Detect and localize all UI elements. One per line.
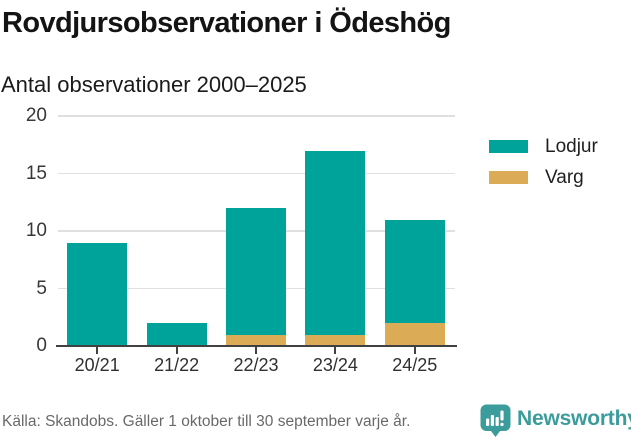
legend: Lodjur Varg <box>489 137 598 187</box>
legend-swatch-lodjur <box>489 139 528 154</box>
legend-label-lodjur: Lodjur <box>545 136 598 157</box>
gridline <box>57 115 455 117</box>
legend-label-varg: Varg <box>545 167 584 188</box>
bar-segment-lodjur-22-23 <box>226 208 286 335</box>
bar-segment-lodjur-23-24 <box>305 150 366 335</box>
chart-title: Rovdjursobservationer i Ödeshög <box>2 7 451 39</box>
x-tick-label: 20/21 <box>74 355 120 375</box>
newsworthy-logo-icon <box>480 404 511 437</box>
legend-item-lodjur: Lodjur <box>489 137 598 156</box>
y-tick-label: 5 <box>36 277 47 299</box>
newsworthy-brand: Newsworthy <box>480 404 631 437</box>
x-tick <box>175 347 178 354</box>
plot-area <box>57 115 455 346</box>
x-tick-label: 23/24 <box>312 355 358 375</box>
x-axis-line <box>56 345 457 348</box>
bar-segment-varg-23-24 <box>305 334 366 346</box>
legend-swatch-varg <box>489 170 528 185</box>
bar-segment-varg-22-23 <box>226 334 286 346</box>
x-tick <box>413 347 416 354</box>
y-tick-label: 15 <box>25 162 47 184</box>
gridline <box>57 172 455 175</box>
source-note: Källa: Skandobs. Gäller 1 oktober till 3… <box>2 413 411 430</box>
bar-segment-lodjur-20-21 <box>67 242 128 346</box>
y-tick-label: 0 <box>36 335 47 356</box>
x-tick-label: 21/22 <box>154 355 200 375</box>
bar-segment-varg-24-25 <box>384 323 445 346</box>
x-tick-label: 22/23 <box>233 355 279 375</box>
x-tick-label: 24/25 <box>392 355 438 375</box>
bar-segment-lodjur-24-25 <box>384 219 445 323</box>
legend-item-varg: Varg <box>489 168 598 187</box>
bar-segment-lodjur-21-22 <box>146 323 207 346</box>
x-tick <box>334 347 337 354</box>
x-tick <box>255 347 257 354</box>
x-tick <box>96 347 99 354</box>
y-tick-label: 20 <box>25 105 47 126</box>
chart-subtitle: Antal observationer 2000–2025 <box>1 72 307 97</box>
y-tick-label: 10 <box>25 220 47 241</box>
newsworthy-brand-name: Newsworthy <box>517 407 631 430</box>
